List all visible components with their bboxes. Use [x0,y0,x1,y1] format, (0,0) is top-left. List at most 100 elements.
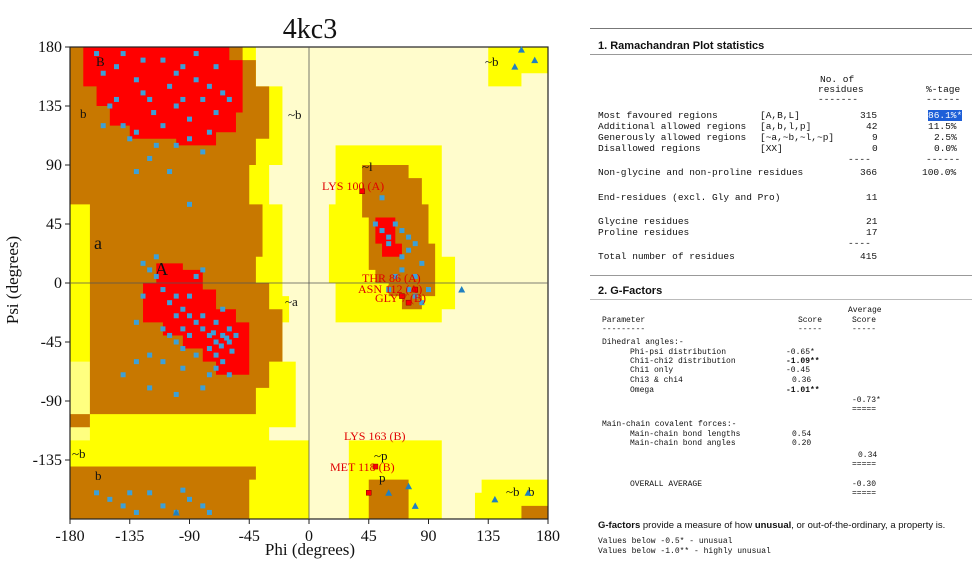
residue-point [113,64,119,70]
stats-heading: 1. Ramachandran Plot statistics [598,40,765,52]
residue-point [187,313,192,319]
stats-row-n: 315 [860,110,878,121]
residue-point [133,319,139,325]
stats-row-label: Disallowed regions [598,143,701,154]
outlier-residue-labels: LYS 100 (A) THR 86 (A) ASN 112 (A) GLY 7… [322,179,426,474]
residue-point [220,332,226,338]
stats-row-n: 42 [866,121,878,132]
residue-label: ASN 112 (A) [358,282,422,296]
gf-row-score: 0.20 [792,439,812,448]
residue-point [419,260,425,266]
stats-row-pct: 100.0% [922,167,957,178]
y-tick-label: 135 [38,98,62,115]
desc-mid2: , or out-of-the-ordinary, a property is. [791,520,946,531]
region-label-p-tilde: ~p [374,448,388,463]
residue-point [233,332,239,338]
gf-row-label: Chi1-chi2 distribution [630,357,736,366]
desc-mid1: provide a measure of how [640,520,755,531]
stats-row-code: [~a,~b,~l,~p] [760,132,835,143]
stats-row-pct: 2.5% [934,132,957,143]
residue-point [147,385,153,391]
glycine-point [531,56,539,64]
residue-point [173,313,179,319]
residue-point [151,110,157,116]
axis-ticks: -180 -135 -90 -45 0 45 90 135 180 180 135 90 45 0 -45 -… [33,39,560,545]
residue-point [426,287,431,293]
residue-label: LYS 163 (B) [344,429,405,443]
residue-point [147,96,153,102]
residue-point [140,260,146,266]
col-header-residues: residues [818,84,864,95]
glycine-point [517,46,525,53]
allowed-region [70,466,256,519]
residue-point [113,96,119,102]
residue-label: THR 86 (A) [362,271,421,285]
stats-row-n: 415 [860,251,878,262]
residue-point [419,300,425,306]
gfactors-note: Values below -0.5* - unusual [598,537,733,546]
residue-point [133,359,139,365]
residue-point [180,64,186,70]
region-label-a-tilde: ~a [285,294,298,309]
stats-row-label: Proline residues [598,227,690,238]
residue-point [140,57,146,63]
outlier-point [412,286,418,293]
stats-row-n: 366 [860,167,878,178]
stats-row-n: 11 [866,192,878,203]
data-points [94,46,539,516]
col-underline: ---- [848,238,871,249]
residue-point [218,343,224,349]
stats-row-pct-highlighted[interactable]: 86.1%* [928,110,963,121]
col-underline: ------- [818,94,858,105]
stats-row-code: [A,B,L] [760,110,800,121]
residue-point [147,352,153,358]
x-axis-label: Phi (degrees) [265,540,355,559]
residue-point [193,273,199,279]
generous-region-pale [70,361,90,441]
region-label-l-tilde: ~l [362,159,373,174]
residue-point [133,169,139,175]
residue-point [220,306,226,312]
gf-row-score: -1.01** [786,386,820,395]
stats-row-label: Non-glycine and non-proline residues [598,167,804,178]
residue-point [120,51,126,57]
residue-point [180,346,186,352]
x-tick-label: -90 [179,528,200,545]
region-label-b-tilde: ~b [288,107,302,122]
stats-row-code: [XX] [760,143,783,154]
residue-point [127,136,133,142]
gf-col-avg: Average [848,306,882,315]
glycine-point [491,495,499,503]
residue-point [160,503,166,509]
y-tick-label: 45 [46,216,62,233]
residue-point [173,391,179,397]
section-divider [590,54,972,55]
residue-point [399,228,405,234]
residue-point [210,330,216,336]
residue-point [187,201,192,207]
residue-point [94,490,100,496]
residue-point [386,234,392,240]
residue-point [187,496,192,502]
residue-point [120,372,126,378]
residue-point [392,221,398,227]
residue-label: MET 118 (B) [330,460,395,474]
gf-underline: ----- [798,325,823,334]
gf-row-label: Chi3 & chi4 [630,376,683,385]
glycine-point [385,489,393,496]
residue-point [406,247,412,253]
gf-row-score: 0.36 [792,376,812,385]
y-tick-label: 180 [38,39,62,56]
residue-point [187,136,192,142]
allowed-region [521,505,548,519]
residue-point [226,96,232,102]
gf-row-score: 0.54 [792,430,812,439]
residue-point [120,123,126,129]
outlier-point [399,293,405,299]
stats-row-label: Glycine residues [598,216,690,227]
residue-point [206,346,212,352]
residue-point [153,142,159,148]
col-header-pct: %-tage [926,84,961,95]
outlier-point [372,463,379,470]
residue-point [200,385,206,391]
